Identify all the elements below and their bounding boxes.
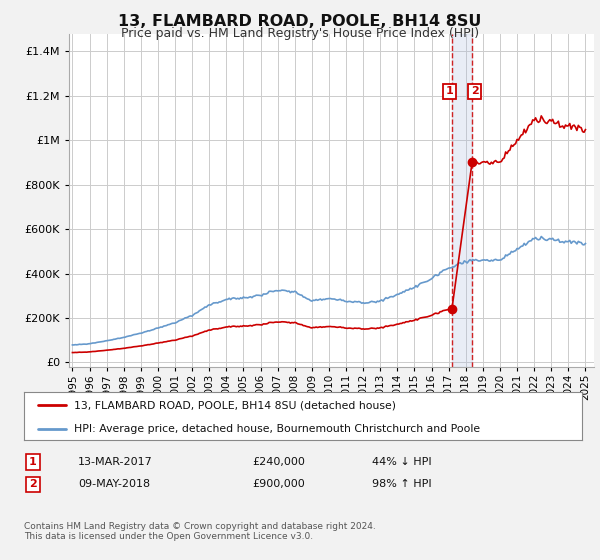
Text: 13, FLAMBARD ROAD, POOLE, BH14 8SU (detached house): 13, FLAMBARD ROAD, POOLE, BH14 8SU (deta… (74, 400, 396, 410)
Text: HPI: Average price, detached house, Bournemouth Christchurch and Poole: HPI: Average price, detached house, Bour… (74, 424, 481, 434)
Text: 44% ↓ HPI: 44% ↓ HPI (372, 457, 431, 467)
Text: 1: 1 (445, 86, 453, 96)
Text: This data is licensed under the Open Government Licence v3.0.: This data is licensed under the Open Gov… (24, 532, 313, 541)
Text: 2: 2 (471, 86, 479, 96)
Text: 13-MAR-2017: 13-MAR-2017 (78, 457, 153, 467)
Text: 09-MAY-2018: 09-MAY-2018 (78, 479, 150, 489)
Bar (452, 34, 472, 367)
Text: £900,000: £900,000 (252, 479, 305, 489)
Text: Contains HM Land Registry data © Crown copyright and database right 2024.: Contains HM Land Registry data © Crown c… (24, 522, 376, 531)
Text: 2: 2 (29, 479, 37, 489)
Text: 1: 1 (29, 457, 37, 467)
Text: £240,000: £240,000 (252, 457, 305, 467)
Text: 98% ↑ HPI: 98% ↑ HPI (372, 479, 431, 489)
Text: Price paid vs. HM Land Registry's House Price Index (HPI): Price paid vs. HM Land Registry's House … (121, 27, 479, 40)
Text: 13, FLAMBARD ROAD, POOLE, BH14 8SU: 13, FLAMBARD ROAD, POOLE, BH14 8SU (118, 14, 482, 29)
